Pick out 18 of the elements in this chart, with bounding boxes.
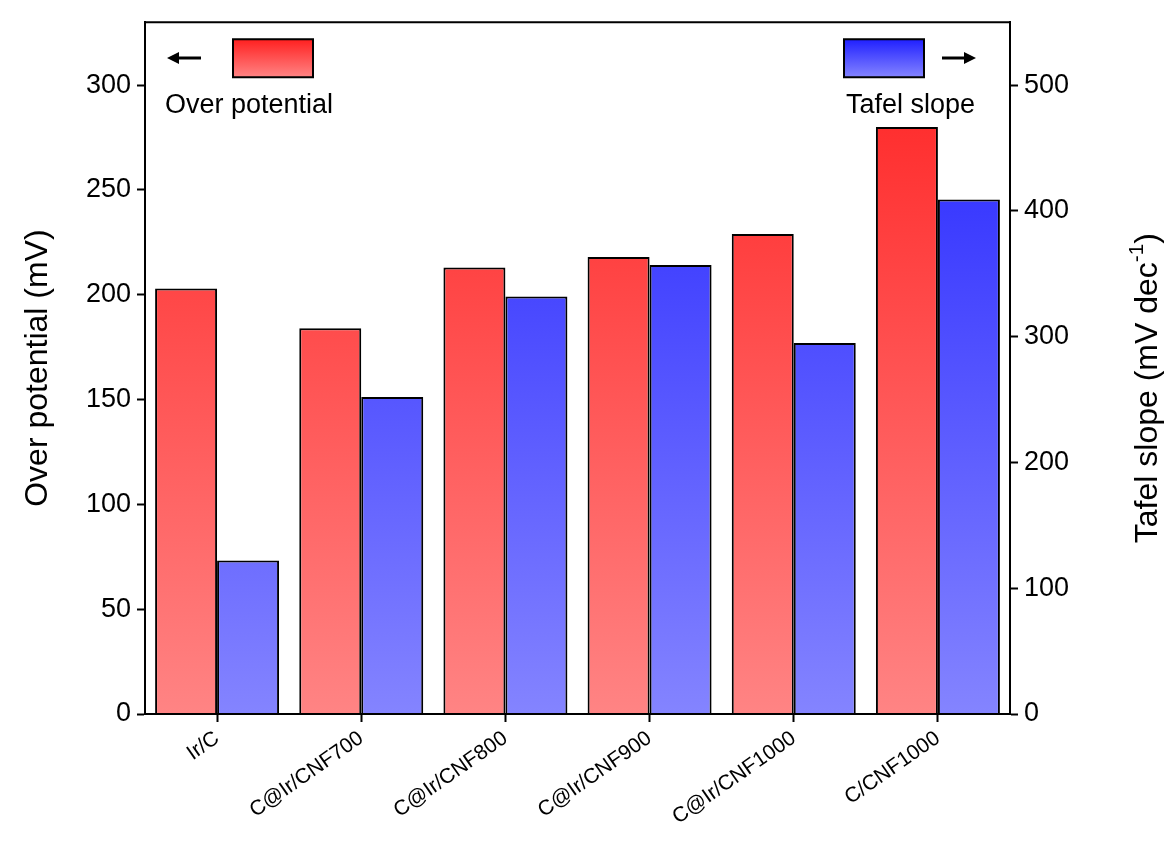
y-tick-label: 0 bbox=[115, 697, 131, 728]
y-tick-label: 300 bbox=[85, 68, 131, 99]
y2-axis-title: Tafel slope (mV dec-1) bbox=[1123, 233, 1164, 544]
y-tick-label: 200 bbox=[85, 278, 131, 309]
x-tick-label: Ir/C bbox=[181, 725, 223, 764]
y2-tick-label: 500 bbox=[1024, 68, 1070, 99]
y-axis-title: Over potential (mV) bbox=[17, 229, 54, 507]
y-tick-label: 150 bbox=[85, 383, 131, 413]
y2-tick-label: 100 bbox=[1024, 571, 1070, 602]
y2-tick-label: 300 bbox=[1024, 320, 1070, 351]
y-tick-label: 50 bbox=[100, 592, 131, 623]
y2-tick-label: 0 bbox=[1024, 697, 1040, 728]
y-tick-label: 100 bbox=[85, 487, 131, 518]
y2-tick-label: 200 bbox=[1024, 445, 1070, 476]
legend-label: Over potential bbox=[165, 88, 334, 119]
y2-tick-label: 400 bbox=[1024, 194, 1070, 225]
y-tick-label: 250 bbox=[85, 173, 131, 204]
legend-label: Tafel slope bbox=[845, 88, 975, 119]
